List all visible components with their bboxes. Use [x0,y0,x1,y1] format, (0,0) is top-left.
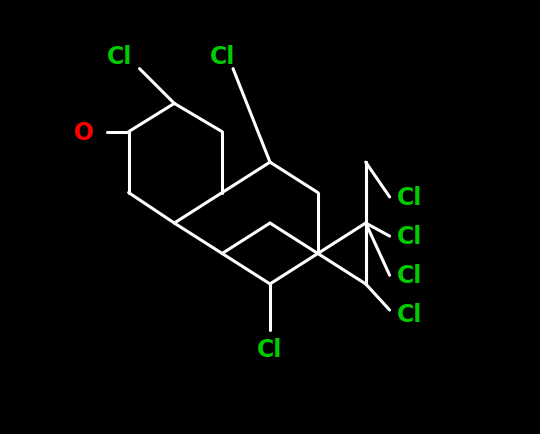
Text: Cl: Cl [396,224,422,249]
Text: Cl: Cl [396,263,422,288]
Text: Cl: Cl [396,302,422,327]
Text: Cl: Cl [258,337,282,362]
Text: Cl: Cl [210,44,235,69]
Text: O: O [74,120,94,145]
Text: Cl: Cl [396,185,422,210]
Text: Cl: Cl [107,44,133,69]
